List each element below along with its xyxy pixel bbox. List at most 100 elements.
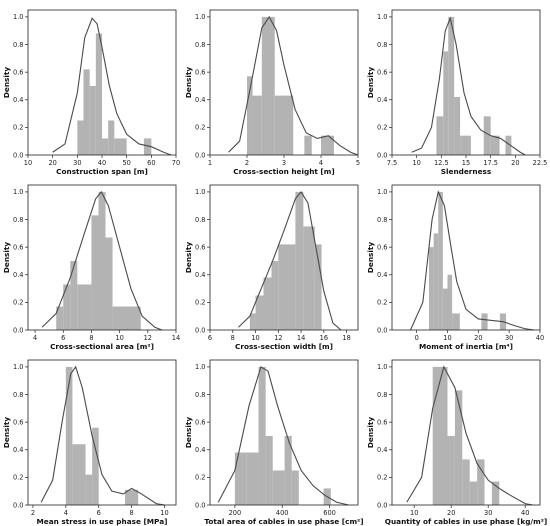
y-axis-label: Density — [184, 417, 193, 449]
histogram-bar — [125, 489, 139, 505]
chart-panel-8: 200 400 600 0.0 0.2 0.4 0.6 0.8 1.0 Total area of… — [184, 359, 364, 526]
y-tick-label: 0.8 — [377, 216, 388, 224]
x-tick-label: 4 — [64, 509, 68, 517]
x-axis-label: Moment of inertia [m⁴] — [419, 342, 513, 351]
histogram-bar — [274, 95, 294, 155]
x-tick-label: 40 — [98, 159, 106, 167]
y-tick-label: 0.0 — [195, 326, 206, 334]
histogram-bar — [284, 435, 292, 505]
x-axis-label: Mean stress in use phase [MPa] — [37, 517, 168, 526]
plot-frame — [391, 184, 541, 331]
histogram-bar — [462, 459, 470, 505]
x-tick-label: 10 — [410, 509, 418, 517]
histogram-bar — [321, 135, 334, 155]
y-tick-label: 0.0 — [195, 151, 206, 159]
histogram-bar — [95, 33, 102, 155]
histogram-bar — [272, 470, 285, 505]
y-axis-label: Density — [2, 242, 11, 274]
x-tick-label: 12 — [274, 334, 282, 342]
density-curve — [409, 190, 534, 331]
x-tick-label: 22.5 — [533, 159, 548, 167]
y-tick-label: 0.4 — [195, 271, 206, 279]
x-tick-label: 16 — [320, 334, 328, 342]
histogram-bar — [92, 427, 99, 505]
histogram-bar — [65, 366, 73, 505]
x-tick-label: 12.5 — [434, 159, 449, 167]
y-tick-label: 0.8 — [13, 216, 24, 224]
x-tick-label: 10 — [24, 159, 32, 167]
y-axis-label: Density — [366, 417, 375, 449]
y-tick-label: 0.0 — [377, 501, 388, 509]
y-tick-label: 0.6 — [13, 418, 24, 426]
histogram-bar — [314, 244, 322, 330]
x-tick-label: 8 — [129, 509, 133, 517]
y-tick-label: 0.8 — [377, 391, 388, 399]
histogram-bar — [114, 138, 127, 155]
y-tick-label: 0.6 — [377, 243, 388, 251]
histogram-bar — [443, 51, 449, 155]
density-curve — [40, 365, 165, 506]
histogram-bar — [246, 452, 259, 505]
plot-frame — [209, 359, 359, 506]
y-tick-label: 0.0 — [13, 501, 24, 509]
density-curve — [41, 190, 163, 331]
chart-panel-2: 1 2 3 4 5 0.0 0.2 0.4 0.6 0.8 1.0 Cross-section hei… — [184, 9, 360, 176]
y-tick-label: 1.0 — [377, 363, 388, 371]
y-axis-label: Density — [2, 417, 11, 449]
y-tick-label: 0.2 — [195, 299, 206, 307]
histogram-bar — [102, 138, 109, 155]
y-tick-label: 0.2 — [195, 124, 206, 132]
histogram-bar — [291, 470, 299, 505]
histogram-bar — [70, 260, 78, 330]
x-tick-label: 0 — [415, 334, 419, 342]
x-tick-label: 4 — [319, 159, 323, 167]
y-tick-label: 0.2 — [13, 299, 24, 307]
x-tick-label: 20 — [447, 509, 455, 517]
chart-panel-3: 7.5 10 12.5 15 17.5 20 22.5 0.0 0.2 0.4 0.6 0.8 1.0 S… — [366, 9, 548, 176]
histogram-bar — [429, 247, 434, 330]
histogram-bar — [112, 306, 141, 330]
y-tick-label: 0.4 — [13, 271, 24, 279]
histogram-bar — [477, 459, 485, 505]
y-tick-label: 0.2 — [195, 474, 206, 482]
y-tick-label: 0.8 — [195, 41, 206, 49]
histogram-bar — [98, 191, 106, 330]
x-tick-label: 8 — [231, 334, 235, 342]
chart-panel-7: 2 4 6 8 10 0.0 0.2 0.4 0.6 0.8 1.0 Mean stress in u… — [2, 359, 177, 526]
chart-panel-4: 4 6 8 10 12 14 0.0 0.2 0.4 0.6 0.8 1.0 Cross-section… — [2, 184, 180, 351]
histogram-bar — [481, 313, 488, 330]
y-tick-label: 0.6 — [195, 418, 206, 426]
y-tick-label: 0.0 — [195, 501, 206, 509]
x-tick-label: 30 — [73, 159, 81, 167]
histogram-bar — [249, 313, 256, 330]
histogram-bar — [77, 120, 84, 155]
x-tick-label: 6 — [208, 334, 212, 342]
plot-frame — [27, 359, 177, 506]
histogram-bar — [460, 135, 471, 155]
x-tick-label: 20 — [48, 159, 56, 167]
y-tick-label: 0.6 — [13, 243, 24, 251]
x-tick-label: 10 — [412, 159, 420, 167]
x-tick-label: 50 — [122, 159, 130, 167]
y-tick-label: 1.0 — [13, 363, 24, 371]
histogram-bar — [483, 116, 491, 155]
x-tick-label: 200 — [229, 509, 242, 517]
y-tick-label: 0.8 — [377, 41, 388, 49]
x-axis-label: Construction span [m] — [56, 167, 148, 176]
y-tick-label: 0.6 — [377, 68, 388, 76]
histogram-bar — [258, 366, 266, 505]
histogram-bar — [469, 481, 478, 505]
y-tick-label: 0.6 — [195, 243, 206, 251]
x-axis-label: Cross-section height [m] — [233, 167, 334, 176]
density-curve — [217, 366, 349, 506]
histogram-bar — [56, 306, 64, 330]
histogram-bar — [247, 76, 253, 155]
y-tick-label: 0.0 — [13, 326, 24, 334]
x-tick-label: 60 — [147, 159, 155, 167]
y-tick-label: 0.0 — [377, 326, 388, 334]
y-tick-label: 0.0 — [377, 151, 388, 159]
y-tick-label: 0.2 — [13, 474, 24, 482]
y-tick-label: 0.2 — [13, 124, 24, 132]
histogram-bar — [452, 313, 460, 330]
y-tick-label: 0.8 — [13, 391, 24, 399]
